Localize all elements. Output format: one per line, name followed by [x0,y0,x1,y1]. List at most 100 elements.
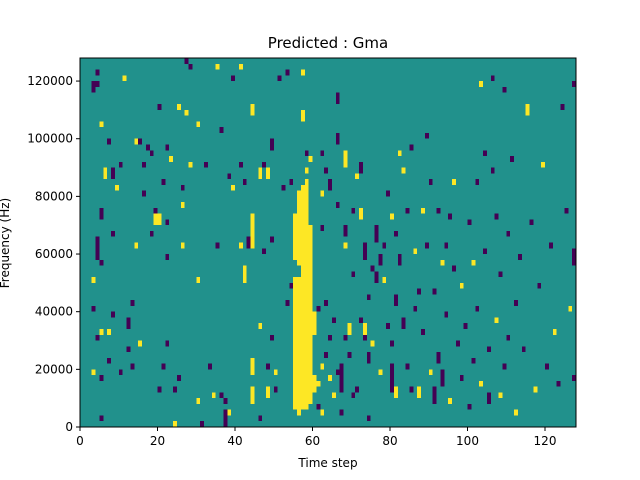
heatmap-cell [486,346,491,353]
heatmap-cell [490,75,495,82]
heatmap-cell [308,225,313,404]
heatmap-cell [339,363,344,393]
heatmap-cell [409,386,414,393]
heatmap-cell [149,150,154,157]
heatmap-cell [111,311,115,318]
heatmap-cell [289,179,294,185]
y-tick-label: 20000 [35,362,73,376]
heatmap-cell [316,305,321,312]
heatmap-cell [382,242,387,249]
heatmap-cell [211,392,216,399]
heatmap-cell [444,311,449,318]
heatmap-cell [374,271,379,283]
heatmap-cell [386,190,390,197]
heatmap-cell [413,248,418,255]
heatmap-cell [269,236,274,243]
heatmap-cell [269,138,274,151]
heatmap-cell [355,173,359,180]
heatmap-cell [514,300,518,306]
heatmap-cells [91,58,576,427]
heatmap-cell [157,213,162,226]
heatmap-cell [347,352,352,358]
heatmap-cell [153,207,158,214]
heatmap-cell [545,363,549,370]
heatmap-cell [572,375,576,381]
heatmap-cell [196,398,201,404]
heatmap-cell [269,334,274,341]
heatmap-cell [475,305,480,312]
heatmap-cell [266,386,270,399]
heatmap-cell [343,150,348,168]
heatmap-cell [378,369,383,376]
heatmap-cell [130,363,135,370]
heatmap-cell [320,363,325,370]
heatmap-cell [405,207,410,214]
heatmap-cell [417,288,421,295]
heatmap-cell [258,415,263,422]
y-tick-label: 100000 [27,132,73,146]
heatmap-cell [393,230,398,237]
heatmap-cell [362,334,367,341]
heatmap-cell [250,104,255,116]
heatmap-cell [188,161,193,168]
heatmap-cell [401,167,406,174]
heatmap-cell [502,363,507,370]
heatmap-cell [99,207,104,220]
heatmap-cell [126,346,131,353]
heatmap-cell [521,346,526,353]
heatmap-cell [215,63,220,70]
heatmap-cell [393,294,398,306]
y-tick-label: 0 [65,420,73,434]
heatmap-cell [548,242,553,249]
heatmap-cell [238,161,243,168]
heatmap-cell [347,323,352,335]
heatmap-cell [479,81,483,87]
heatmap-cell [405,363,410,370]
heatmap-cell [266,167,270,180]
heatmap-cell [393,386,398,399]
heatmap-cell [568,305,573,312]
heatmap-cell [459,282,464,289]
heatmap-cell [184,109,189,116]
heatmap-cell [95,81,100,87]
heatmap-cell [378,254,383,266]
heatmap-cell [300,109,305,122]
heatmap-cell [366,294,371,301]
heatmap-cell [91,369,96,376]
heatmap-cell [258,323,263,329]
heatmap-cell [413,305,418,312]
y-tick-label: 40000 [35,305,73,319]
heatmap-cell [219,392,224,399]
heatmap-cell [300,69,305,76]
heatmap-cell [448,213,452,220]
heatmap-cell [320,409,325,416]
heatmap-cell [238,242,243,249]
heatmap-cell [138,138,142,145]
heatmap-cell [227,173,232,180]
heatmap-cell [103,167,108,180]
heatmap-cell [343,225,348,237]
heatmap-cell [572,248,576,266]
x-tick-label: 40 [227,434,242,448]
heatmap-cell [335,92,340,105]
heatmap-cell [188,63,193,70]
heatmap-cell [293,213,297,260]
heatmap-cell [285,69,290,76]
heatmap-cell [99,328,104,335]
heatmap-cell [397,254,402,266]
heatmap-cell [165,219,170,226]
heatmap-cell [351,271,356,278]
heatmap-cell [91,277,96,283]
chart-title: Predicted : Gma [268,34,388,52]
heatmap-cell [262,161,266,168]
heatmap-cell [273,369,278,376]
heatmap-cell [180,184,185,191]
heatmap-cell [142,161,146,168]
heatmap-cell [107,328,111,335]
heatmap-cell [529,219,534,226]
heatmap-cell [324,352,328,358]
heatmap-cell [118,369,123,376]
heatmap-cell [304,179,309,410]
heatmap-cell [506,230,511,237]
